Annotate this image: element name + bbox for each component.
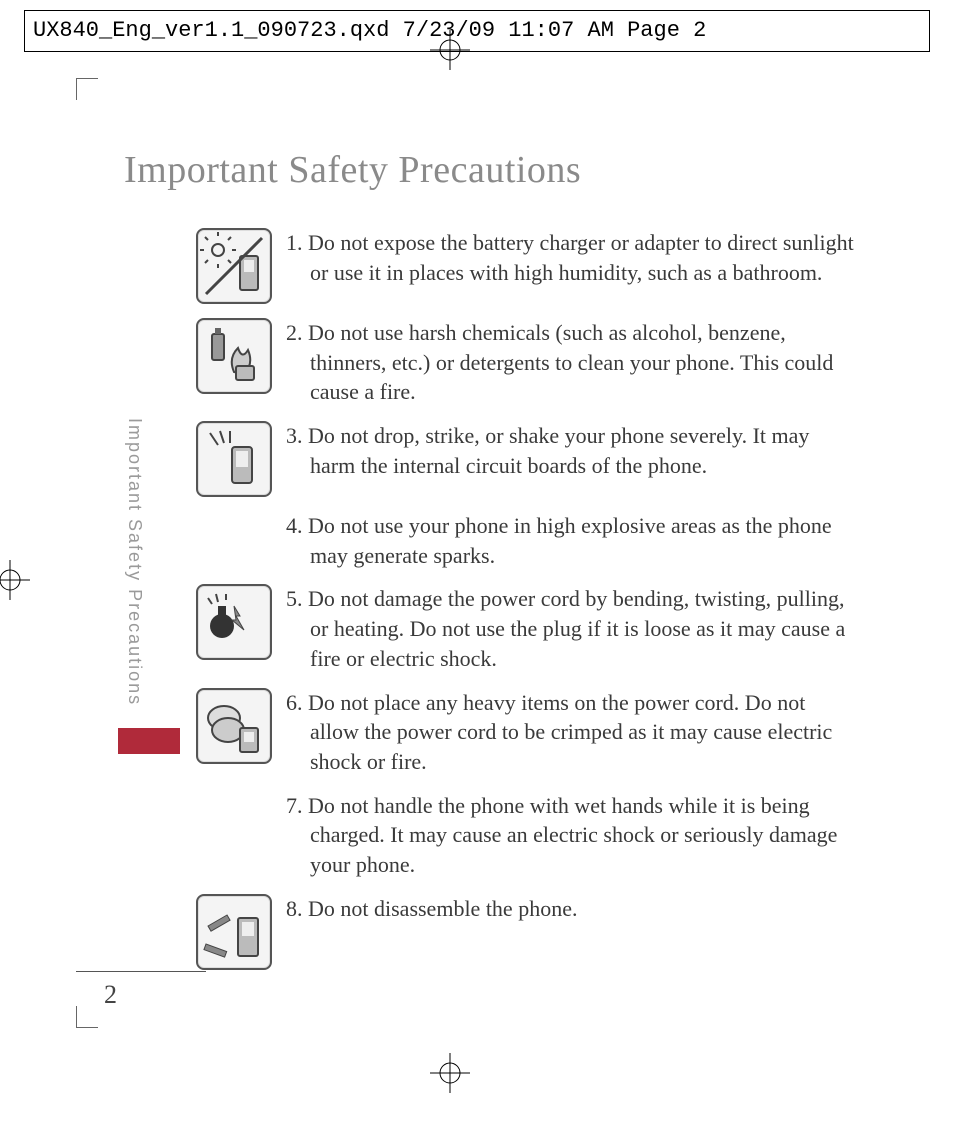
sunlight-humidity-icon — [196, 228, 272, 304]
precaution-text: 5. Do not damage the power cord by bendi… — [286, 584, 856, 673]
precaution-item: 1. Do not expose the battery charger or … — [196, 228, 856, 304]
icon-column — [196, 688, 286, 764]
icon-column — [196, 894, 286, 970]
crop-mark — [76, 1006, 77, 1028]
precaution-text: 8. Do not disassemble the phone. — [286, 894, 856, 924]
crop-mark — [76, 78, 77, 100]
chemicals-fire-icon — [196, 318, 272, 394]
disassemble-icon — [196, 894, 272, 970]
page-frame: Important Safety Precautions Important S… — [76, 78, 886, 1028]
icon-column — [196, 318, 286, 394]
icon-column — [196, 228, 286, 304]
side-section-text: Important Safety Precautions — [124, 418, 145, 706]
precaution-text: 4. Do not use your phone in high explosi… — [286, 511, 856, 570]
page-title: Important Safety Precautions — [124, 148, 581, 192]
crop-mark — [76, 78, 98, 79]
page-number-rule — [76, 971, 206, 972]
precaution-item: 8. Do not disassemble the phone. — [196, 894, 856, 970]
registration-mark-left-icon — [0, 560, 30, 600]
precautions-list: 1. Do not expose the battery charger or … — [196, 228, 856, 984]
precaution-item: 2. Do not use harsh chemicals (such as a… — [196, 318, 856, 407]
side-section-label: Important Safety Precautions — [124, 418, 146, 738]
page-number: 2 — [104, 980, 117, 1010]
precaution-text: 7. Do not handle the phone with wet hand… — [286, 791, 856, 880]
icon-column — [196, 584, 286, 660]
precaution-item: 4. Do not use your phone in high explosi… — [196, 511, 856, 570]
precaution-text: 3. Do not drop, strike, or shake your ph… — [286, 421, 856, 480]
heavy-item-cord-icon — [196, 688, 272, 764]
prepress-header: UX840_Eng_ver1.1_090723.qxd 7/23/09 11:0… — [24, 10, 930, 52]
side-accent-bar — [118, 728, 180, 754]
precaution-item: 3. Do not drop, strike, or shake your ph… — [196, 421, 856, 497]
registration-mark-top-icon — [430, 30, 470, 70]
icon-column — [196, 421, 286, 497]
crop-mark — [76, 1027, 98, 1028]
precaution-text: 6. Do not place any heavy items on the p… — [286, 688, 856, 777]
registration-mark-bottom-icon — [430, 1053, 470, 1093]
power-cord-damage-icon — [196, 584, 272, 660]
drop-impact-icon — [196, 421, 272, 497]
precaution-item: 5. Do not damage the power cord by bendi… — [196, 584, 856, 673]
prepress-slug: UX840_Eng_ver1.1_090723.qxd 7/23/09 11:0… — [33, 18, 706, 43]
precaution-text: 2. Do not use harsh chemicals (such as a… — [286, 318, 856, 407]
precaution-item: 7. Do not handle the phone with wet hand… — [196, 791, 856, 880]
precaution-text: 1. Do not expose the battery charger or … — [286, 228, 856, 287]
precaution-item: 6. Do not place any heavy items on the p… — [196, 688, 856, 777]
